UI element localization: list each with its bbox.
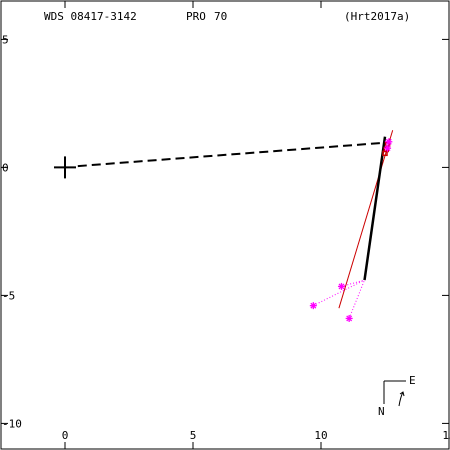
y-tick-label: 5 [2, 33, 9, 46]
x-tick-label: 0 [62, 429, 69, 442]
y-tick-label: 0 [2, 161, 9, 174]
direction-arrow-icon [398, 391, 405, 407]
observation-point-magenta [384, 144, 392, 152]
plot-header: WDS 08417-3142 PRO 70 (Hrt2017a) [44, 10, 410, 23]
asterisk-stroke [385, 138, 392, 145]
fitted-line [338, 130, 394, 309]
pro-label: PRO [186, 10, 206, 23]
pro-value: 70 [214, 10, 227, 23]
axis-tick-labels: 0 5 10 15 5 0 -5 -10 [2, 33, 450, 442]
observation-point-magenta [385, 138, 393, 146]
reference-code: (Hrt2017a) [344, 10, 410, 23]
x-tick-label: 5 [190, 429, 197, 442]
compass-east-label: E [409, 374, 416, 387]
compass-rose: E N [378, 374, 416, 418]
asterisk-stroke [346, 315, 353, 322]
residual-connector [348, 279, 365, 319]
orbit-segment [363, 136, 387, 281]
x-tick-label: 10 [314, 429, 327, 442]
x-tick-label: 15 [442, 429, 450, 442]
star-designation: WDS 08417-3142 [44, 10, 137, 23]
observation-point-magenta [337, 282, 345, 290]
residual-connector [313, 279, 365, 307]
asterisk-stroke [310, 302, 317, 309]
observation-point-magenta [345, 314, 353, 322]
asterisk-stroke [338, 283, 345, 290]
plot-series [54, 130, 394, 322]
asterisk-stroke [384, 145, 391, 152]
dashed-path-line [77, 142, 380, 168]
observation-point-magenta [309, 302, 317, 310]
y-tick-label: -5 [2, 289, 15, 302]
residual-connector [341, 279, 365, 287]
compass-north-label: N [378, 405, 385, 418]
y-tick-label: -10 [2, 417, 22, 430]
